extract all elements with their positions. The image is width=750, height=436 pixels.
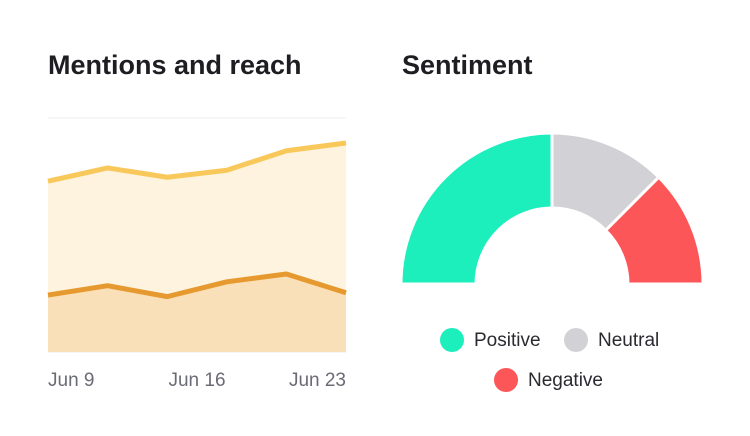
- donut-segment: [603, 175, 705, 286]
- legend-label: Neutral: [598, 330, 659, 351]
- donut-segment: [399, 131, 554, 286]
- legend-label: Negative: [528, 370, 603, 391]
- x-tick-label: Jun 23: [289, 370, 346, 391]
- line: [47, 271, 347, 300]
- legend-swatch: [564, 328, 588, 352]
- line: [47, 140, 347, 184]
- legend-label: Positive: [474, 330, 541, 351]
- legend-swatch: [494, 368, 518, 392]
- chart-title: Sentiment: [402, 50, 533, 80]
- x-tick-label: Jun 16: [168, 370, 225, 391]
- area: [48, 274, 346, 352]
- x-tick-label: Jun 9: [48, 370, 94, 391]
- chart-title: Mentions and reach: [48, 50, 302, 80]
- legend-swatch: [440, 328, 464, 352]
